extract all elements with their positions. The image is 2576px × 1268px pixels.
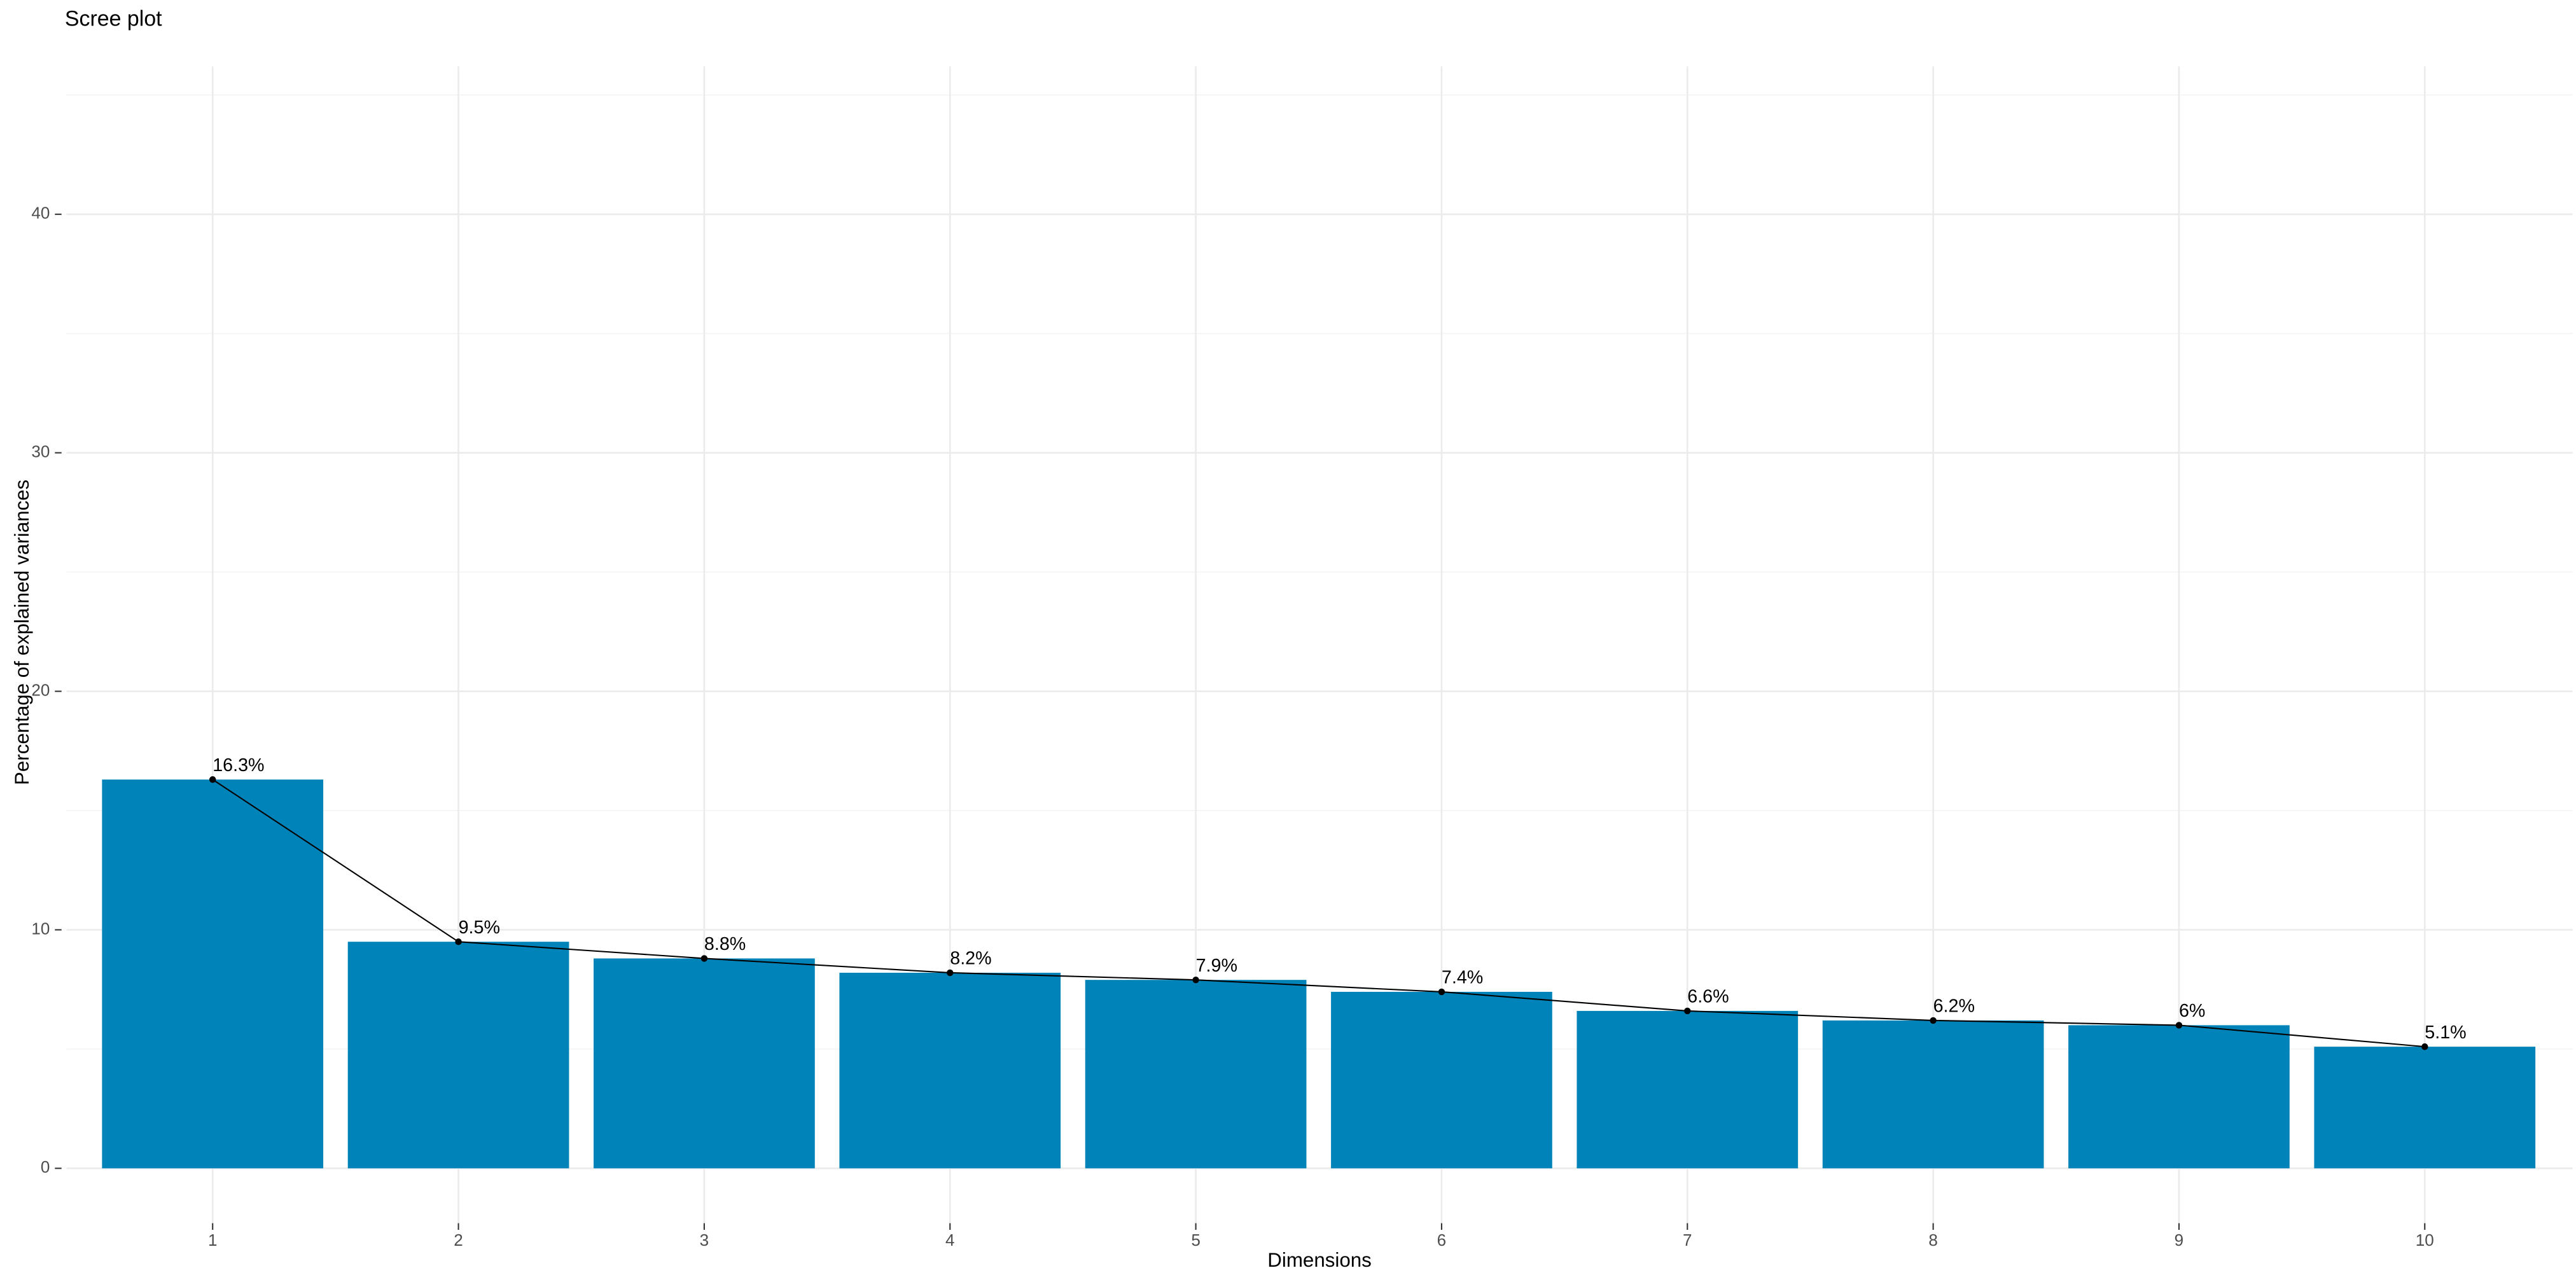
- bar: [1331, 991, 1552, 1169]
- bar: [102, 779, 324, 1169]
- x-axis-label: Dimensions: [1267, 1249, 1372, 1268]
- x-tick-label: 2: [454, 1230, 463, 1250]
- point: [1684, 1007, 1691, 1015]
- point: [2421, 1043, 2428, 1050]
- bar: [347, 942, 569, 1169]
- x-tick-label: 5: [1191, 1230, 1201, 1250]
- y-axis-label: Percentage of explained variances: [11, 480, 33, 785]
- point: [947, 969, 954, 977]
- bar: [839, 972, 1061, 1169]
- point: [1438, 988, 1445, 996]
- value-label: 6.6%: [1687, 987, 1729, 1007]
- x-tick-label: 4: [945, 1230, 955, 1250]
- point: [1192, 976, 1199, 984]
- point: [2175, 1022, 2183, 1029]
- x-tick-label: 1: [208, 1230, 218, 1250]
- value-label: 7.9%: [1196, 956, 1237, 976]
- x-tick-label: 7: [1683, 1230, 1692, 1250]
- chart-title: Scree plot: [65, 6, 162, 31]
- x-tick-label: 6: [1437, 1230, 1447, 1250]
- value-label: 8.2%: [950, 949, 991, 969]
- value-label: 7.4%: [1442, 968, 1483, 988]
- value-label: 6.2%: [1933, 996, 1975, 1017]
- value-label: 9.5%: [459, 917, 500, 938]
- bar: [594, 958, 815, 1169]
- bar: [1577, 1010, 1799, 1169]
- x-tick-label: 8: [1928, 1230, 1938, 1250]
- bar: [2068, 1025, 2290, 1169]
- point: [455, 938, 462, 945]
- value-label: 6%: [2179, 1001, 2205, 1021]
- x-tick-label: 9: [2175, 1230, 2184, 1250]
- line: [212, 779, 2425, 1048]
- bar: [1822, 1020, 2044, 1169]
- value-label: 8.8%: [704, 934, 746, 954]
- point: [700, 955, 708, 962]
- x-tick-label: 3: [700, 1230, 709, 1250]
- point: [209, 776, 216, 783]
- y-tick-label: 30: [31, 442, 50, 461]
- y-tick-label: 10: [31, 919, 50, 938]
- x-tick-label: 10: [2416, 1230, 2434, 1250]
- y-tick-label: 40: [31, 204, 50, 223]
- bar: [1085, 980, 1307, 1169]
- y-tick-label: 20: [31, 680, 50, 699]
- value-label: 5.1%: [2425, 1022, 2466, 1043]
- point: [1930, 1017, 1937, 1024]
- value-label: 16.3%: [212, 755, 264, 776]
- y-tick-label: 0: [41, 1157, 50, 1176]
- bar: [2314, 1047, 2536, 1169]
